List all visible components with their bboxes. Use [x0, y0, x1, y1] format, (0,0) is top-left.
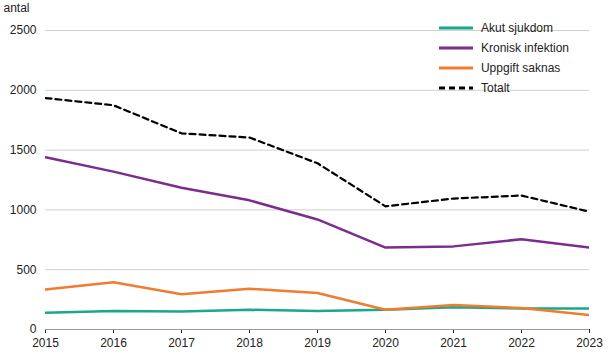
svg-text:2017: 2017: [168, 336, 195, 350]
html-text:Totalt: Totalt: [481, 81, 510, 95]
html-text:Uppgift saknas: Uppgift saknas: [481, 61, 561, 75]
svg-text:2020: 2020: [372, 336, 399, 350]
svg-text:500: 500: [16, 263, 36, 277]
svg-text:2000: 2000: [10, 83, 37, 97]
svg-text:2019: 2019: [304, 336, 331, 350]
svg-text:2021: 2021: [440, 336, 467, 350]
svg-text:2018: 2018: [236, 336, 263, 350]
svg-text:2022: 2022: [508, 336, 535, 350]
svg-text:2015: 2015: [32, 336, 59, 350]
svg-text:1000: 1000: [10, 203, 37, 217]
html-text:Akut sjukdom: Akut sjukdom: [481, 21, 553, 35]
svg-text:2023: 2023: [576, 336, 603, 350]
svg-text:0: 0: [30, 322, 37, 336]
svg-text:2016: 2016: [100, 336, 127, 350]
svg-text:1500: 1500: [10, 143, 37, 157]
svg-text:2500: 2500: [10, 23, 37, 37]
html-text:Kronisk infektion: Kronisk infektion: [481, 41, 569, 55]
svg-text:antal: antal: [4, 1, 30, 15]
